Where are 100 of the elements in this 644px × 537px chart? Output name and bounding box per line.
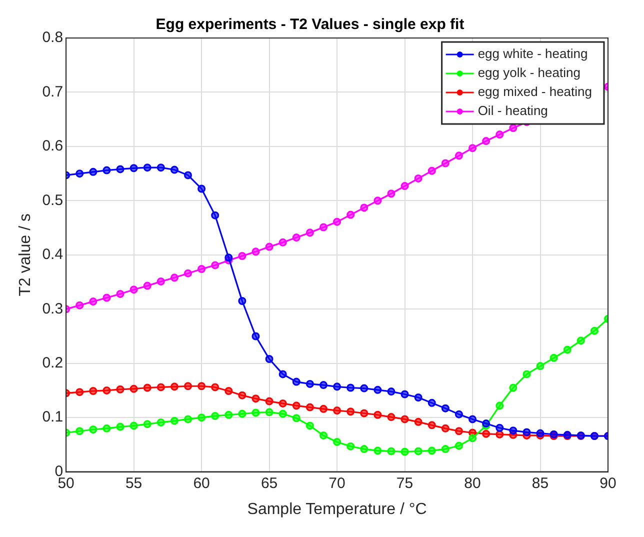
- point: [346, 442, 355, 450]
- y-tick-label: 0.1: [42, 408, 64, 426]
- point: [156, 277, 165, 286]
- x-tick-label: 85: [532, 474, 549, 492]
- legend-label: egg mixed - heating: [478, 84, 592, 100]
- point: [414, 394, 422, 402]
- point: [468, 434, 477, 442]
- point: [454, 152, 463, 160]
- point: [441, 159, 450, 168]
- y-tick-label: 0.6: [42, 138, 64, 155]
- point: [170, 416, 178, 425]
- point: [184, 269, 192, 278]
- point: [441, 404, 450, 412]
- point: [198, 414, 206, 422]
- point: [333, 218, 342, 226]
- point: [198, 184, 206, 193]
- point: [89, 168, 98, 176]
- point: [414, 174, 422, 182]
- y-tick-label: 0.4: [42, 246, 64, 264]
- point: [224, 387, 233, 396]
- point: [116, 290, 124, 298]
- y-tick-label: 0.3: [42, 300, 64, 318]
- legend-label: egg white - heating: [478, 46, 588, 62]
- point: [333, 438, 342, 446]
- point: [346, 384, 355, 392]
- point: [400, 415, 409, 424]
- point: [130, 164, 138, 172]
- chart-title: Egg experiments - T2 Values - single exp fit: [156, 16, 464, 34]
- point: [292, 378, 300, 386]
- point: [374, 196, 382, 205]
- point: [238, 410, 246, 418]
- point: [116, 385, 124, 394]
- point: [252, 332, 260, 340]
- x-tick-label: 55: [125, 474, 142, 492]
- point: [278, 370, 287, 378]
- point: [278, 399, 287, 408]
- point: [319, 431, 328, 440]
- point: [496, 130, 504, 139]
- point: [184, 171, 192, 180]
- point: [509, 384, 518, 392]
- point: [143, 282, 152, 290]
- point: [319, 223, 328, 232]
- x-tick-label: 75: [396, 474, 414, 492]
- x-tick-label: 50: [58, 474, 74, 492]
- point: [184, 415, 192, 424]
- point: [509, 426, 518, 435]
- point: [211, 261, 220, 270]
- point: [496, 424, 504, 432]
- point: [278, 238, 287, 246]
- point: [306, 422, 314, 430]
- point: [319, 404, 328, 413]
- point: [143, 420, 152, 428]
- point: [306, 403, 314, 412]
- point: [441, 424, 450, 432]
- point: [265, 355, 274, 364]
- x-tick-label: 90: [600, 474, 616, 492]
- point: [198, 382, 206, 390]
- point: [400, 390, 409, 398]
- point: [400, 182, 409, 190]
- point: [170, 166, 178, 174]
- point: [374, 410, 382, 419]
- point: [130, 422, 138, 430]
- point: [346, 408, 355, 416]
- point: [156, 383, 165, 392]
- point: [211, 383, 220, 392]
- point: [102, 424, 111, 432]
- point: [278, 410, 287, 418]
- x-tick-label: 80: [464, 474, 481, 492]
- point: [360, 409, 368, 418]
- point: [198, 265, 206, 273]
- y-axis-title: T2 value / s: [17, 214, 34, 296]
- point: [170, 274, 178, 282]
- point: [265, 397, 274, 406]
- point: [102, 166, 111, 174]
- point: [211, 412, 220, 420]
- point: [374, 386, 382, 394]
- point: [211, 211, 220, 220]
- point: [346, 210, 355, 219]
- x-tick-label: 60: [193, 474, 210, 492]
- point: [156, 418, 165, 426]
- point: [482, 137, 490, 146]
- point: [224, 410, 233, 419]
- point: [536, 362, 544, 370]
- x-tick-label: 70: [328, 474, 346, 492]
- point: [252, 408, 260, 417]
- y-tick-label: 0.5: [42, 192, 64, 209]
- legend-label: egg yolk - heating: [478, 65, 580, 80]
- point: [170, 382, 178, 391]
- y-tick-label: 0.8: [42, 29, 64, 46]
- point: [428, 166, 436, 175]
- point: [360, 445, 368, 454]
- point: [184, 382, 192, 390]
- point: [306, 228, 314, 237]
- point: [441, 445, 450, 454]
- point: [224, 254, 233, 262]
- point: [76, 170, 84, 178]
- point: [454, 442, 463, 450]
- point: [590, 326, 598, 335]
- point: [454, 427, 463, 436]
- point: [89, 387, 98, 396]
